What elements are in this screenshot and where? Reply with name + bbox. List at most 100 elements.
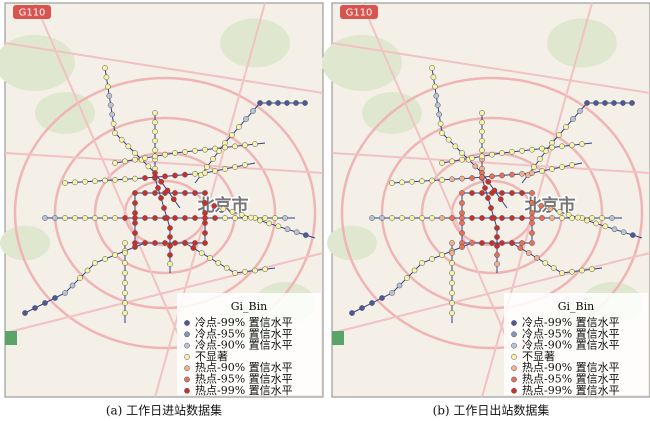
station — [102, 215, 108, 221]
station — [42, 215, 48, 221]
legend-label: 热点-99% 置信水平 — [522, 384, 620, 397]
station — [459, 230, 465, 236]
station — [122, 270, 128, 276]
station — [122, 300, 128, 306]
station — [132, 210, 138, 216]
station — [132, 215, 138, 221]
station — [494, 234, 500, 240]
station — [549, 144, 555, 151]
station — [349, 310, 355, 316]
station — [449, 158, 455, 165]
station — [449, 310, 455, 316]
station — [238, 211, 245, 218]
station — [107, 102, 114, 108]
green-area — [327, 225, 377, 261]
station — [172, 172, 178, 179]
station — [419, 260, 425, 266]
station — [499, 172, 505, 179]
station — [529, 200, 535, 206]
station — [459, 215, 465, 221]
ring-road — [53, 116, 277, 310]
station — [404, 275, 410, 281]
station — [132, 175, 138, 182]
station — [266, 220, 273, 227]
station — [593, 220, 600, 227]
station — [556, 208, 563, 215]
station — [167, 243, 173, 249]
legend-swatch — [511, 342, 517, 349]
shield — [340, 5, 378, 19]
legend-label: 冷点-90% 置信水平 — [522, 339, 620, 352]
station — [559, 215, 565, 221]
legend-swatch — [184, 354, 190, 360]
station — [142, 215, 148, 221]
road — [331, 42, 650, 94]
station — [215, 260, 222, 266]
station — [110, 120, 117, 127]
legend-swatch — [184, 320, 190, 326]
station — [537, 156, 543, 162]
station — [112, 130, 118, 136]
station — [92, 178, 98, 184]
station — [155, 185, 161, 191]
station — [164, 187, 171, 194]
station — [579, 141, 585, 147]
station — [247, 214, 254, 221]
station — [593, 100, 599, 106]
station — [529, 220, 535, 226]
station — [539, 215, 545, 221]
station — [439, 130, 445, 136]
station — [369, 215, 375, 221]
station — [102, 65, 108, 71]
green-area — [220, 18, 290, 68]
station — [202, 146, 208, 153]
station — [449, 176, 455, 183]
legend-label: 热点-90% 置信水平 — [195, 361, 293, 374]
legend-swatch — [511, 331, 517, 338]
station — [445, 136, 452, 143]
station — [577, 108, 583, 114]
side-tag — [332, 331, 344, 345]
station — [122, 240, 128, 246]
station — [429, 177, 435, 184]
station — [579, 267, 585, 274]
station — [182, 240, 188, 246]
station — [489, 151, 495, 158]
station — [529, 215, 535, 221]
station — [222, 166, 228, 172]
station — [389, 215, 395, 221]
station — [112, 252, 118, 258]
station — [62, 180, 68, 186]
station — [198, 250, 205, 256]
station — [469, 155, 475, 161]
station — [242, 142, 248, 149]
station — [529, 240, 535, 246]
legend-label: 冷点-90% 置信水平 — [195, 339, 293, 352]
legend-label: 冷点-95% 置信水平 — [195, 327, 293, 340]
legend-swatch — [511, 376, 517, 383]
shield — [13, 5, 51, 19]
station — [429, 215, 435, 221]
station — [519, 170, 525, 177]
station — [589, 266, 595, 273]
station — [409, 178, 415, 185]
station — [122, 215, 128, 221]
station — [602, 100, 608, 106]
station — [589, 215, 595, 221]
station — [302, 232, 309, 238]
station — [112, 177, 118, 183]
legend-swatch — [511, 365, 517, 372]
station — [499, 215, 505, 221]
station — [534, 255, 540, 261]
station — [609, 215, 615, 221]
station — [32, 305, 38, 311]
station — [192, 190, 198, 196]
station — [152, 215, 158, 221]
station — [559, 270, 565, 276]
metro-line — [154, 113, 171, 273]
station — [491, 215, 497, 221]
station — [584, 100, 590, 106]
station — [489, 240, 495, 246]
road — [154, 2, 266, 398]
